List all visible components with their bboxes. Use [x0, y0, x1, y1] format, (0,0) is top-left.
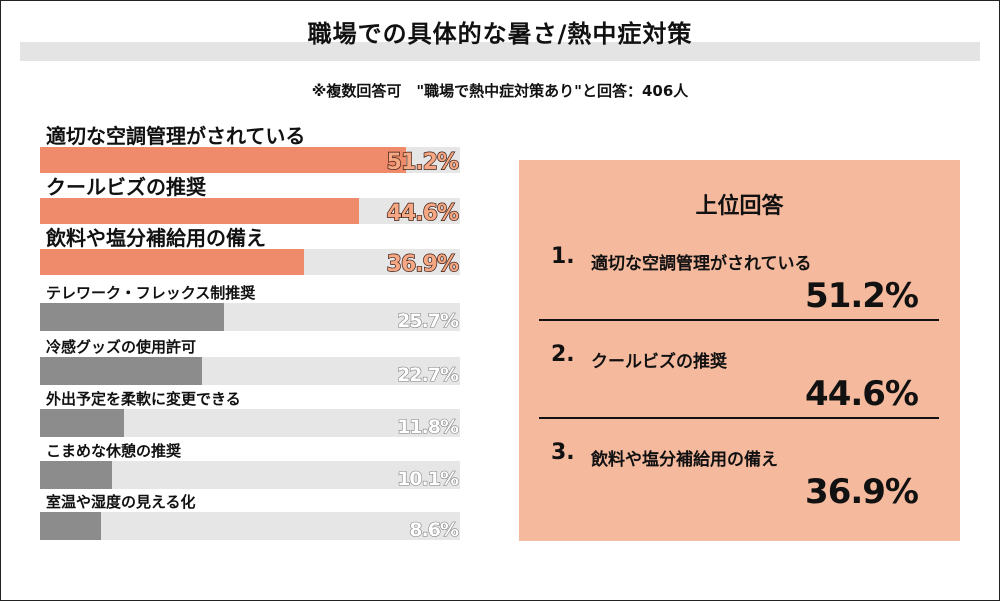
value-label: 25.7% — [397, 310, 459, 332]
rank-value: 36.9% — [805, 472, 919, 512]
category-label: 適切な空調管理がされている — [46, 124, 305, 148]
bar — [40, 409, 124, 437]
rank-number: 1. — [551, 244, 575, 269]
value-label: 11.8% — [397, 416, 459, 438]
rank-item: 2. クールビズの推奨 44.6% — [519, 338, 960, 418]
value-label: 44.6% — [387, 201, 459, 226]
panel-heading: 上位回答 — [695, 194, 784, 219]
rank-value: 44.6% — [805, 374, 919, 414]
divider-line — [539, 319, 939, 321]
bar — [40, 512, 101, 540]
rank-number: 2. — [551, 342, 575, 367]
chart-subtitle: ※複数回答可 "職場で熱中症対策あり"と回答：406人 — [311, 82, 689, 100]
rank-value: 51.2% — [805, 276, 919, 316]
divider-line — [539, 417, 939, 419]
rank-number: 3. — [551, 440, 575, 465]
category-label: 冷感グッズの使用許可 — [46, 338, 196, 356]
bar-track — [40, 512, 460, 540]
value-label: 8.6% — [409, 519, 459, 541]
bar — [40, 303, 224, 331]
category-label: 外出予定を柔軟に変更できる — [45, 390, 241, 408]
top-answers-panel: 上位回答 1. 適切な空調管理がされている 51.2% 2. クールビズの推奨 … — [519, 160, 960, 541]
rank-label: 飲料や塩分補給用の備え — [591, 450, 778, 470]
bar — [40, 198, 359, 224]
category-label: 飲料や塩分補給用の備え — [45, 226, 266, 250]
rank-item: 1. 適切な空調管理がされている 51.2% — [519, 240, 960, 320]
bar — [40, 249, 304, 275]
category-label: クールビズの推奨 — [46, 175, 207, 199]
category-label: 室温や湿度の見える化 — [46, 493, 196, 511]
value-label: 36.9% — [387, 252, 459, 277]
category-label: テレワーク・フレックス制推奨 — [46, 284, 256, 302]
bar — [40, 461, 112, 489]
value-label: 51.2% — [387, 150, 459, 175]
bar — [40, 147, 406, 173]
rank-label: クールビズの推奨 — [591, 352, 727, 372]
rank-item: 3. 飲料や塩分補給用の備え 36.9% — [519, 436, 960, 516]
chart-title: 職場での具体的な暑さ/熱中症対策 — [307, 20, 693, 48]
value-label: 10.1% — [397, 468, 459, 490]
title-band — [20, 42, 980, 61]
category-label: こまめな休憩の推奨 — [46, 442, 182, 460]
value-label: 22.7% — [397, 364, 459, 386]
rank-label: 適切な空調管理がされている — [591, 254, 812, 274]
bar — [40, 357, 202, 385]
